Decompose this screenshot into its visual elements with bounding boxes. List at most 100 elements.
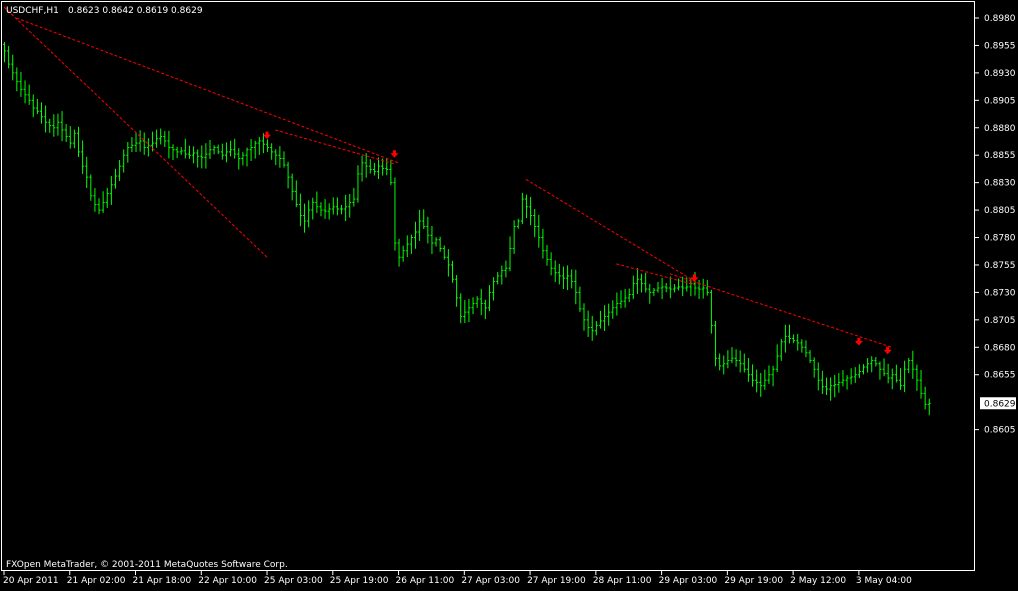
ohlc-bar: [841, 370, 845, 387]
ohlc-bar: [755, 369, 759, 393]
ohlc-bar: [134, 131, 138, 153]
ohlc-bar: [915, 364, 919, 391]
ohlc-bar: [60, 111, 64, 142]
ohlc-bar: [705, 279, 709, 296]
ohlc-bar: [861, 364, 865, 375]
ohlc-bar: [171, 144, 175, 160]
ohlc-bar: [249, 139, 253, 162]
time-tick-label: 21 Apr 18:00: [133, 576, 192, 586]
ohlc-bar: [105, 187, 109, 208]
ohlc-bar: [118, 159, 122, 182]
ohlc-bar: [635, 268, 639, 294]
ohlc-bar: [56, 113, 60, 136]
current-price-label: 0.8629: [984, 399, 1016, 409]
current-price-box: [980, 397, 1016, 410]
ohlc-bar: [450, 260, 454, 283]
price-axis: 0.8980 0.8955 0.8930 0.8905 0.8880 0.8855 0.88…: [975, 14, 1016, 436]
ohlc-bar: [582, 303, 586, 331]
ohlc-bar: [409, 234, 413, 254]
ohlc-bar: [261, 133, 265, 154]
time-tick-label: 27 Apr 19:00: [527, 576, 586, 586]
ohlc-bar: [746, 357, 750, 382]
ohlc-bar: [192, 146, 196, 164]
ohlc-bar: [911, 350, 915, 379]
ohlc-bar: [348, 193, 352, 218]
price-bars: [3, 42, 931, 416]
ohlc-bar: [520, 192, 524, 225]
ohlc-bar: [11, 54, 15, 81]
ohlc-bar: [93, 188, 97, 212]
ohlc-bar: [857, 364, 861, 379]
ohlc-bar: [274, 149, 278, 165]
ohlc-bar: [668, 276, 672, 299]
price-tick-label: 0.8855: [984, 151, 1016, 161]
ohlc-bar: [919, 369, 923, 399]
time-tick-label: 25 Apr 19:00: [330, 576, 389, 586]
ohlc-bar: [537, 214, 541, 248]
ohlc-bar: [352, 187, 356, 207]
ohlc-readout: 0.8623 0.8642 0.8619 0.8629: [68, 6, 203, 16]
ohlc-bar: [183, 138, 187, 159]
ohlc-bar: [101, 191, 105, 213]
ohlc-bar: [467, 298, 471, 323]
ohlc-bar: [286, 161, 290, 189]
ohlc-bar: [364, 153, 368, 178]
ohlc-bar: [446, 249, 450, 277]
ohlc-bar: [327, 203, 331, 220]
ohlc-bar: [644, 272, 648, 293]
ohlc-bar: [138, 130, 142, 152]
ohlc-bar: [549, 252, 553, 276]
ohlc-bar: [323, 199, 327, 219]
time-tick-label: 2 May 12:00: [790, 576, 846, 586]
ohlc-bar: [738, 350, 742, 373]
price-tick-label: 0.8955: [984, 41, 1016, 51]
ohlc-bar: [545, 245, 549, 266]
ohlc-bar: [438, 236, 442, 252]
ohlc-bar: [508, 236, 512, 272]
ohlc-bar: [126, 142, 130, 163]
time-tick-label: 26 Apr 11:00: [396, 576, 455, 586]
ohlc-bar: [557, 263, 561, 285]
ohlc-bar: [442, 245, 446, 260]
ohlc-bar: [574, 269, 578, 305]
ohlc-bar: [829, 377, 833, 401]
ohlc-bar: [229, 140, 233, 157]
ohlc-bar: [459, 293, 463, 324]
ohlc-bar: [381, 158, 385, 176]
ohlc-bar: [233, 138, 237, 159]
ohlc-bar: [923, 386, 927, 410]
ohlc-bar: [627, 288, 631, 302]
ohlc-bar: [714, 320, 718, 367]
ohlc-bar: [224, 142, 228, 163]
ohlc-bar: [122, 149, 126, 173]
ohlc-bar: [726, 350, 730, 369]
ohlc-bar: [775, 344, 779, 372]
ohlc-bar: [35, 98, 39, 115]
trendline: [16, 17, 399, 164]
trendline: [525, 178, 699, 285]
ohlc-bar: [257, 136, 261, 155]
ohlc-bar: [586, 310, 590, 338]
ohlc-bar: [907, 357, 911, 374]
ohlc-bar: [816, 362, 820, 391]
ohlc-bar: [788, 324, 792, 344]
ohlc-bar: [196, 149, 200, 168]
ohlc-bar: [360, 155, 364, 182]
ohlc-bar: [418, 209, 422, 241]
ohlc-bar: [894, 364, 898, 383]
price-tick-label: 0.8655: [984, 371, 1016, 381]
down-arrow-icon: [690, 274, 699, 282]
ohlc-bar: [590, 315, 594, 341]
trendlines[interactable]: [3, 6, 892, 348]
ohlc-bar: [39, 102, 43, 124]
ohlc-bar: [27, 84, 31, 105]
ohlc-bar: [541, 228, 545, 259]
plot-frame: [1, 1, 975, 571]
ohlc-bar: [878, 361, 882, 380]
copyright-text: FXOpen MetaTrader, © 2001-2011 MetaQuote…: [6, 560, 288, 570]
price-tick-label: 0.8880: [984, 124, 1016, 134]
ohlc-bar: [866, 358, 870, 373]
ohlc-bar: [245, 147, 249, 167]
